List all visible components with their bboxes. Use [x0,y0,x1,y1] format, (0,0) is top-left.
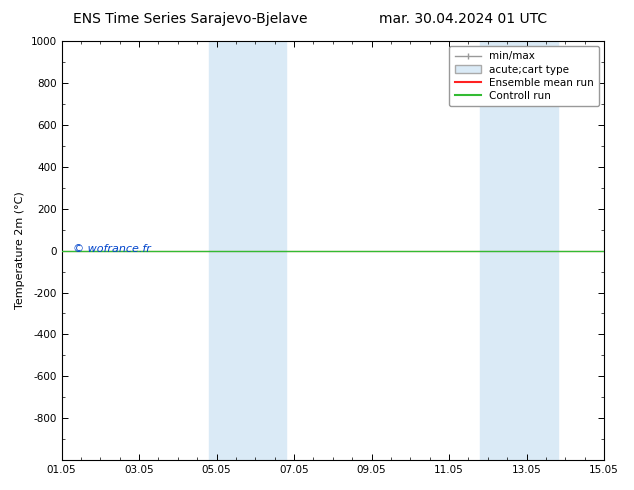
Bar [480,41,558,460]
Y-axis label: Temperature 2m (°C): Temperature 2m (°C) [15,192,25,310]
Legend: min/max, acute;cart type, Ensemble mean run, Controll run: min/max, acute;cart type, Ensemble mean … [450,46,599,106]
Text: ENS Time Series Sarajevo-Bjelave: ENS Time Series Sarajevo-Bjelave [73,12,307,26]
Text: mar. 30.04.2024 01 UTC: mar. 30.04.2024 01 UTC [378,12,547,26]
Text: © wofrance.fr: © wofrance.fr [73,245,151,254]
Bar [209,41,287,460]
